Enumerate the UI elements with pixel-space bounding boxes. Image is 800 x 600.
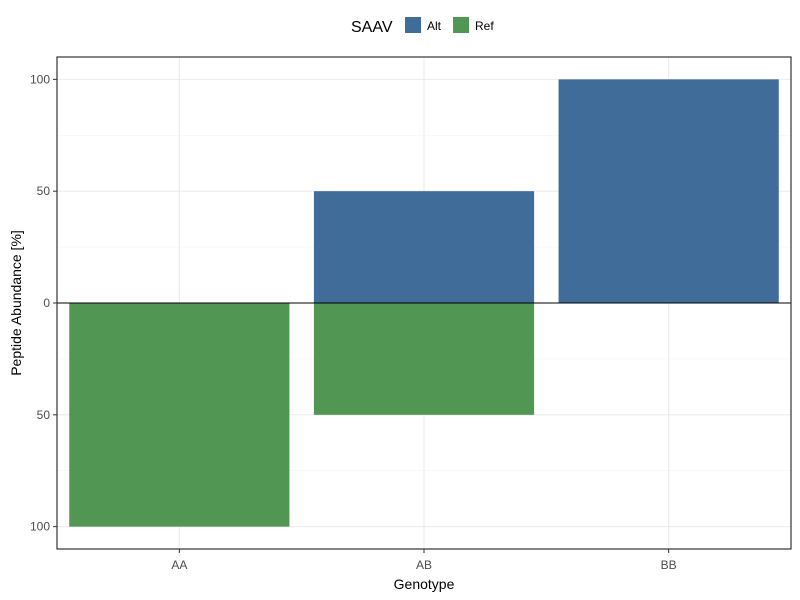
y-axis: 100 50 0 50 100: [30, 72, 57, 534]
bar-alt-ab: [313, 191, 535, 303]
y-tick-label: 100: [30, 520, 50, 534]
y-tick-label: 50: [37, 408, 51, 422]
x-axis-title: Genotype: [394, 576, 455, 592]
x-axis: AA AB BB: [171, 549, 677, 572]
y-tick-label: 0: [43, 296, 50, 310]
bar-ref-aa: [69, 303, 290, 527]
legend-label-ref: Ref: [475, 19, 494, 33]
y-tick-label: 50: [37, 184, 51, 198]
legend-entries: Alt Ref: [405, 17, 494, 33]
x-tick-label: BB: [661, 558, 677, 572]
y-tick-label: 100: [30, 72, 50, 86]
x-tick-label: AB: [416, 558, 432, 572]
y-axis-title: Peptide Abundance [%]: [8, 230, 24, 376]
bars-layer: [69, 79, 779, 527]
legend-key-alt: [405, 17, 421, 33]
bar-ref-ab: [313, 303, 535, 415]
legend-key-ref: [453, 17, 469, 33]
legend-label-alt: Alt: [427, 19, 442, 33]
legend-title: SAAV: [351, 19, 393, 36]
legend: SAAV Alt Ref: [351, 17, 494, 36]
bar-alt-bb: [558, 79, 779, 303]
x-tick-label: AA: [171, 558, 187, 572]
